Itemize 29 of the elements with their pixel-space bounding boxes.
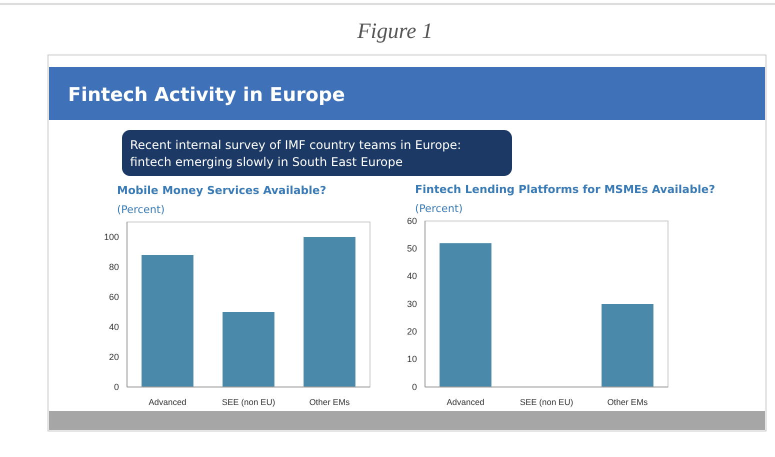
y-tick-label: 80	[108, 262, 119, 272]
y-tick-label: 20	[406, 326, 417, 337]
x-tick-label: SEE (non EU)	[222, 397, 276, 408]
y-tick-label: 30	[406, 298, 417, 309]
text: Recent internal survey of IMF country teams in Europe: fintech emerging slowly in South East Europe	[130, 138, 462, 169]
bar	[304, 237, 356, 387]
bar	[142, 255, 194, 387]
bar	[222, 312, 274, 387]
x-tick-label: Advanced	[148, 397, 187, 408]
y-tick-label: 60	[108, 292, 119, 302]
y-tick-label: 10	[406, 354, 417, 364]
x-tick-label: Other EMs	[607, 397, 648, 408]
y-tick-label: 40	[108, 322, 119, 332]
x-tick-label: SEE (non EU)	[520, 397, 574, 408]
y-tick-label: 20	[108, 352, 119, 362]
chart-subtitle: (Percent)	[415, 203, 463, 215]
caption: Figure 1	[356, 18, 433, 43]
x-tick-label: Other EMs	[309, 397, 350, 408]
y-tick-label: 50	[406, 244, 417, 254]
text: Fintech Activity in Europe	[68, 84, 346, 106]
y-tick-label: 60	[406, 216, 417, 226]
y-tick-label: 0	[114, 382, 119, 392]
chart-subtitle: (Percent)	[117, 204, 165, 216]
chart-title: Mobile Money Services Available?	[117, 184, 326, 197]
y-tick-label: 40	[406, 271, 417, 282]
y-tick-label: 100	[104, 232, 119, 242]
y-tick-label: 0	[412, 382, 417, 392]
x-tick-label: Advanced	[446, 397, 485, 408]
chart-title: Fintech Lending Platforms for MSMEs Available?	[415, 183, 716, 196]
